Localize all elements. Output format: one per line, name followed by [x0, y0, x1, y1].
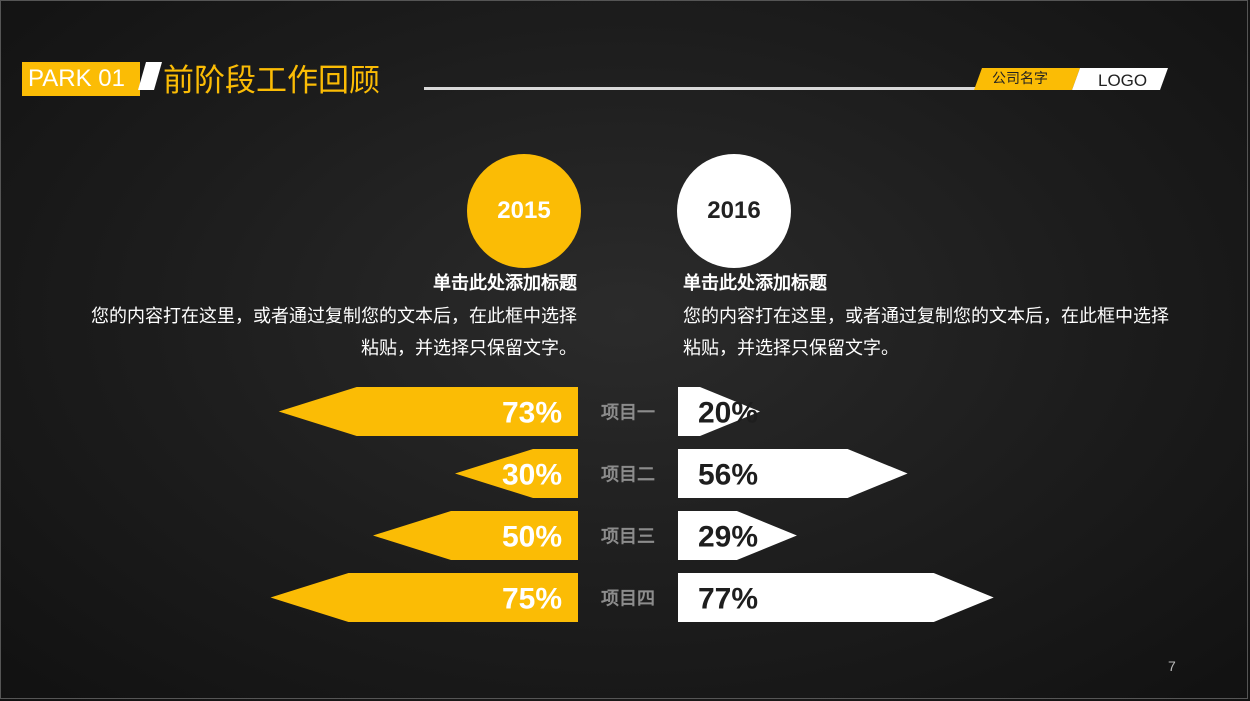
category-label-1: 项目一 [601, 403, 655, 424]
bar-label-2016-4: 77% [698, 583, 758, 616]
year-circle-2015: 2015 [467, 154, 581, 268]
bar-label-2015-3: 50% [502, 521, 562, 554]
bar-label-2015-2: 30% [502, 459, 562, 492]
category-label-4: 项目四 [601, 589, 655, 610]
bar-label-2016-3: 29% [698, 521, 758, 554]
section-tag: PARK 01 [22, 62, 140, 96]
bar-2015-3 [373, 511, 578, 560]
page-title: 前阶段工作回顾 [163, 63, 380, 99]
bar-2016-4 [678, 573, 994, 622]
page-number: 7 [1168, 658, 1176, 674]
bar-2015-1 [278, 387, 578, 436]
section-tag-slant [138, 62, 162, 90]
company-logo-banner [974, 68, 1168, 90]
logo-placeholder: LOGO [1098, 71, 1148, 90]
right-heading[interactable]: 单击此处添加标题 [683, 273, 827, 294]
category-label-3: 项目三 [601, 527, 655, 548]
bar-2016-1 [678, 387, 760, 436]
bar-label-2015-4: 75% [502, 583, 562, 616]
bar-2016-2 [678, 449, 908, 498]
bar-2016-3 [678, 511, 797, 560]
company-name: 公司名字 [992, 71, 1048, 87]
right-body-text[interactable]: 您的内容打在这里，或者通过复制您的文本后，在此框中选择粘贴，并选择只保留文字。 [683, 306, 1169, 359]
bar-label-2016-2: 56% [698, 459, 758, 492]
bar-label-2016-1: 20% [698, 397, 758, 430]
bar-label-2015-1: 73% [502, 397, 562, 430]
year-circle-2016: 2016 [677, 154, 791, 268]
category-label-2: 项目二 [601, 465, 655, 486]
left-body-text[interactable]: 您的内容打在这里，或者通过复制您的文本后，在此框中选择粘贴，并选择只保留文字。 [91, 306, 577, 359]
title-underline [424, 87, 980, 90]
left-heading[interactable]: 单击此处添加标题 [433, 273, 577, 294]
bar-2015-4 [270, 573, 578, 622]
bar-2015-2 [455, 449, 578, 498]
